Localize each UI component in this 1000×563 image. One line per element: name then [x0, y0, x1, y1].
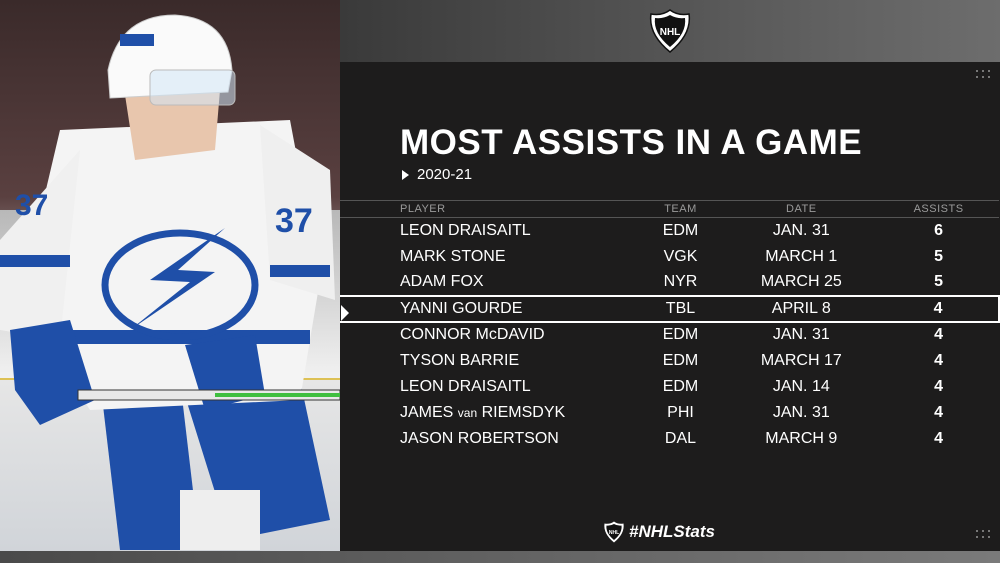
player-cell: LEON DRAISAITL — [400, 221, 531, 239]
table-row: LEON DRAISAITL EDM JAN. 14 4 — [340, 374, 999, 400]
assists-table: PLAYER TEAM DATE ASSISTS LEON DRAISAITL … — [340, 200, 1000, 452]
play-triangle-icon — [402, 169, 409, 180]
assists-cell: 6 — [934, 221, 944, 239]
team-cell: EDM — [662, 326, 699, 343]
team-cell: TBL — [636, 294, 725, 323]
assists-cell: 4 — [934, 326, 944, 343]
svg-text:37: 37 — [275, 202, 313, 240]
stats-panel — [340, 0, 1000, 563]
hashtag-text: #NHLStats — [629, 522, 715, 541]
corner-dots-bottom — [976, 530, 990, 544]
corner-dots-top — [976, 70, 990, 84]
assists-cell: 4 — [934, 377, 944, 395]
table-row: CONNOR McDAVID EDM JAN. 31 4 — [340, 322, 999, 348]
assists-cell: 4 — [934, 429, 944, 447]
season-label: 2020-21 — [402, 166, 472, 183]
date-cell: APRIL 8 — [724, 294, 879, 323]
player-name-particle: van — [457, 405, 478, 420]
date-cell: JAN. 31 — [772, 221, 830, 239]
date-cell: JAN. 14 — [772, 377, 830, 395]
table-row: JAMES van RIEMSDYK PHI JAN. 31 4 — [340, 400, 999, 426]
player-cell: LEON DRAISAITL — [400, 377, 531, 395]
svg-text:NHL: NHL — [609, 530, 619, 536]
svg-text:37: 37 — [15, 189, 48, 222]
player-cell: ADAM FOX — [400, 273, 484, 290]
assists-cell: 5 — [934, 247, 944, 265]
season-text: 2020-21 — [417, 166, 473, 183]
column-header-player: PLAYER — [340, 200, 637, 218]
table-row: MARK STONE VGK MARCH 1 5 — [340, 244, 999, 270]
column-header-team: TEAM — [636, 200, 725, 218]
team-cell: PHI — [667, 403, 694, 421]
date-cell: MARCH 9 — [765, 429, 838, 447]
team-cell: VGK — [663, 247, 698, 265]
team-cell: EDM — [662, 377, 699, 395]
table-row: ADAM FOX NYR MARCH 25 5 — [340, 270, 999, 296]
footer-hashtag: NHL #NHLStats — [603, 520, 715, 544]
table-row: LEON DRAISAITL EDM JAN. 31 6 — [340, 218, 999, 244]
assists-cell: 5 — [934, 273, 944, 290]
team-cell: DAL — [664, 429, 697, 447]
date-cell: JAN. 31 — [772, 326, 830, 343]
player-cell: TYSON BARRIE — [400, 351, 520, 369]
player-photo: 37 37 — [0, 0, 340, 563]
player-cell: CONNOR McDAVID — [400, 326, 545, 343]
player-first-name: JAMES — [400, 403, 454, 421]
player-cell: YANNI GOURDE — [340, 294, 637, 323]
table-row: TYSON BARRIE EDM MARCH 17 4 — [340, 348, 999, 374]
assists-cell: 4 — [878, 294, 1000, 323]
team-cell: EDM — [662, 221, 699, 239]
page-title: MOST ASSISTS IN A GAME — [400, 123, 863, 162]
team-cell: NYR — [663, 273, 698, 290]
assists-cell: 4 — [934, 403, 944, 421]
nhl-shield-icon: NHL — [649, 9, 691, 53]
svg-text:NHL: NHL — [660, 27, 681, 38]
player-cell: MARK STONE — [400, 247, 506, 265]
date-cell: MARCH 17 — [760, 351, 842, 369]
column-header-date: DATE — [724, 200, 879, 218]
table-header-row: PLAYER TEAM DATE ASSISTS — [340, 200, 999, 218]
footer-band — [0, 551, 1000, 563]
column-header-assists: ASSISTS — [878, 200, 999, 218]
player-cell: JAMES van RIEMSDYK — [340, 400, 637, 426]
nhl-shield-icon: NHL — [604, 521, 624, 543]
date-cell: MARCH 1 — [765, 247, 838, 265]
assists-cell: 4 — [934, 351, 944, 369]
table-row: JASON ROBERTSON DAL MARCH 9 4 — [340, 426, 999, 452]
player-cell: JASON ROBERTSON — [400, 429, 559, 447]
date-cell: MARCH 25 — [760, 273, 842, 290]
player-last-name: RIEMSDYK — [481, 403, 566, 421]
table-row-highlighted: YANNI GOURDE TBL APRIL 8 4 — [340, 294, 1000, 323]
team-cell: EDM — [662, 351, 699, 369]
date-cell: JAN. 31 — [772, 403, 830, 421]
